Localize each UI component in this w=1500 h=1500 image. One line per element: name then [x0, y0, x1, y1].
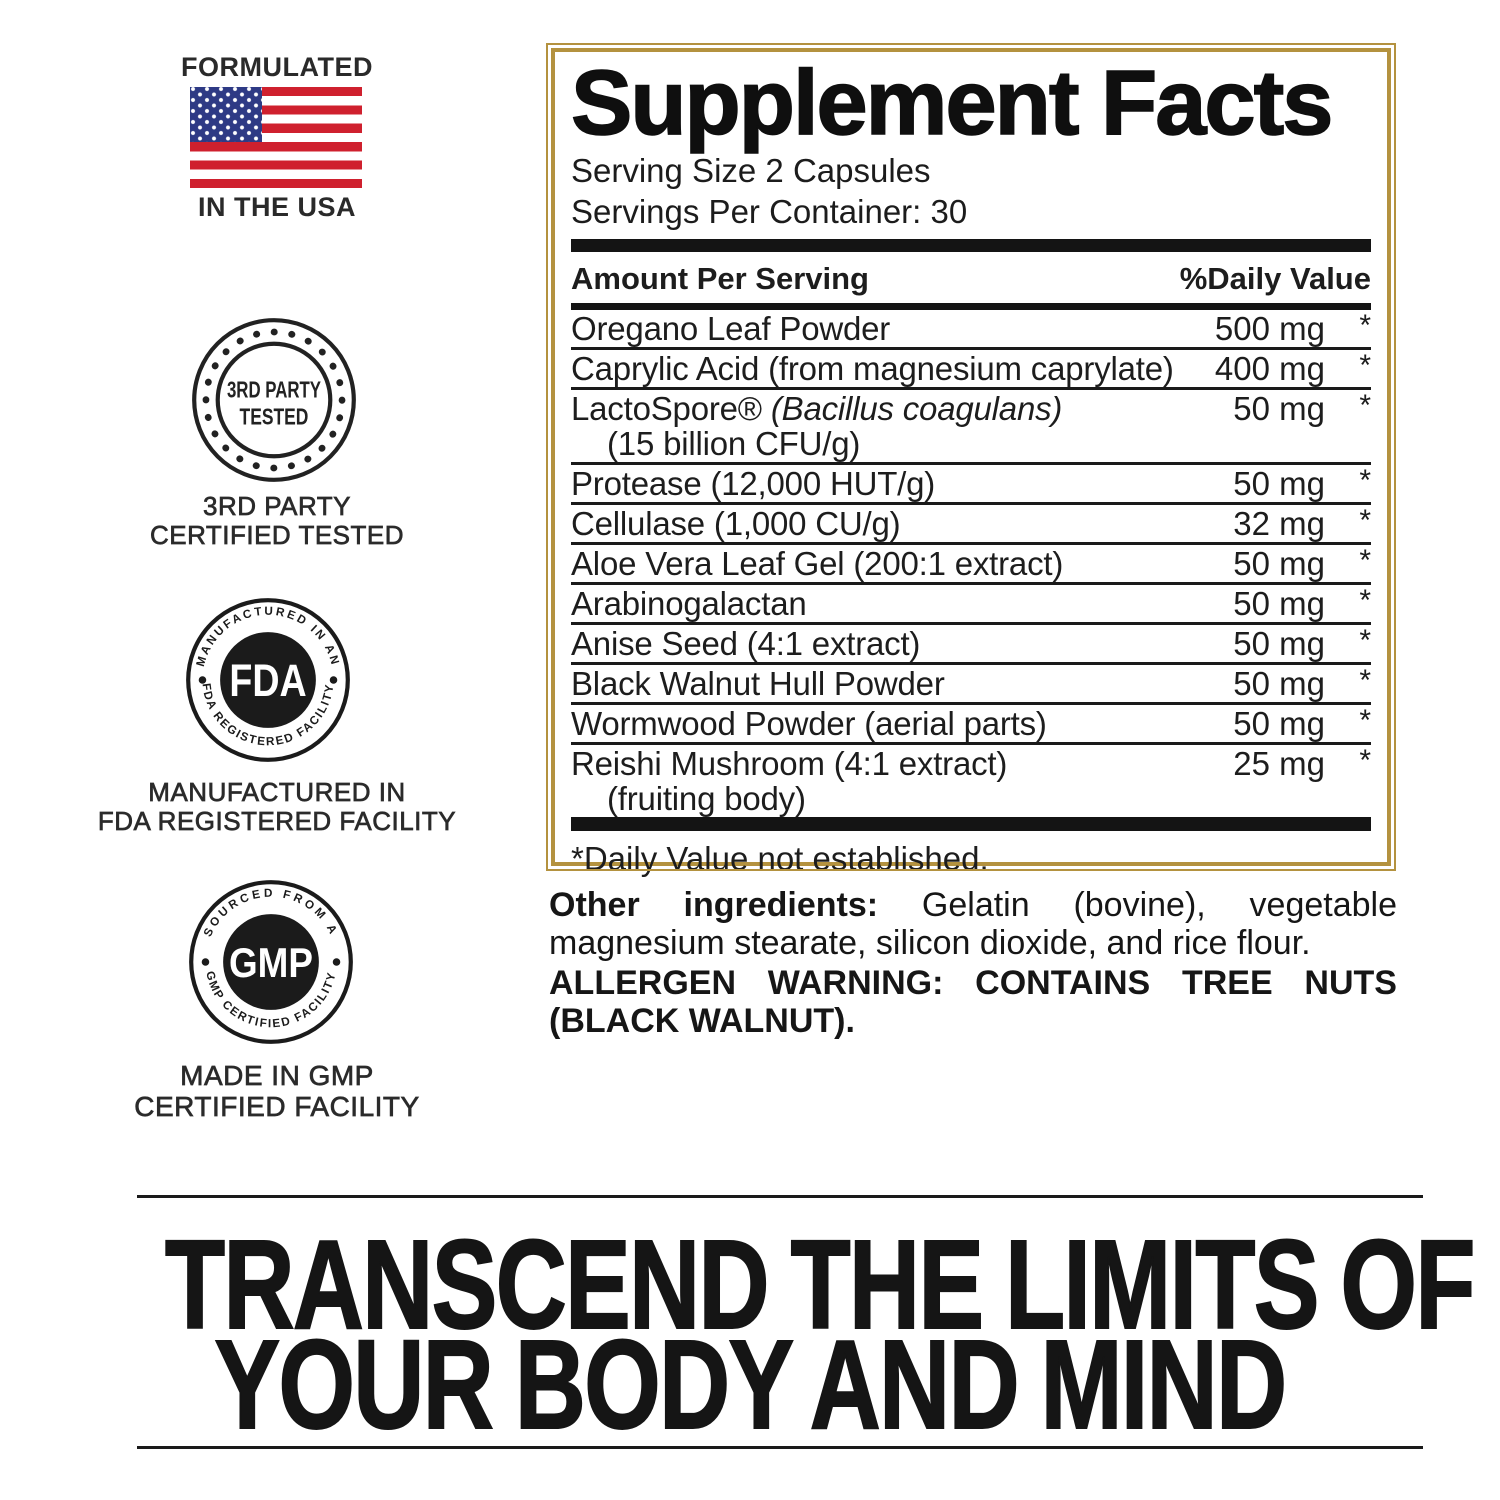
- ingredient-name-line2: (fruiting body): [607, 780, 806, 818]
- ingredient-daily-value: *: [1359, 504, 1371, 538]
- ingredient-row: Cellulase (1,000 CU/g) 32 mg *: [571, 502, 1371, 542]
- servings-per-container: Servings Per Container: 30: [571, 193, 968, 231]
- ingredient-row: Arabinogalactan 50 mg *: [571, 582, 1371, 622]
- ingredient-name-italic: (Bacillus coagulans): [761, 390, 1063, 428]
- panel-title: Supplement Facts: [570, 52, 1334, 154]
- ingredient-amount: 50 mg: [1233, 390, 1325, 428]
- fda-center-text: FDA: [229, 655, 306, 706]
- ingredient-daily-value: *: [1359, 389, 1371, 423]
- ingredient-row: Oregano Leaf Powder 500 mg *: [571, 309, 1371, 348]
- facts-header-row: Amount Per Serving %Daily Value: [571, 252, 1371, 303]
- ingredient-row: Black Walnut Hull Powder 50 mg *: [571, 662, 1371, 702]
- ingredient-amount: 50 mg: [1233, 625, 1325, 663]
- ingredient-amount: 500 mg: [1214, 310, 1325, 348]
- ingredient-daily-value: *: [1359, 544, 1371, 578]
- ingredient-amount: 50 mg: [1233, 585, 1325, 623]
- ingredient-name: LactoSpore® (Bacillus coagulans) (15 bill…: [571, 391, 1203, 461]
- ingredient-daily-value: *: [1359, 464, 1371, 498]
- ingredient-daily-value: *: [1359, 664, 1371, 698]
- seal-text-line1: 3RD PARTY: [227, 376, 321, 402]
- tagline-line2: YOUR BODY AND MIND: [214, 1314, 1288, 1455]
- ingredient-row: Caprylic Acid (from magnesium caprylate)…: [571, 347, 1371, 387]
- ingredient-name: Black Walnut Hull Powder: [571, 665, 945, 703]
- ingredient-amount: 32 mg: [1233, 505, 1325, 543]
- ingredient-row: Aloe Vera Leaf Gel (200:1 extract) 50 mg *: [571, 542, 1371, 582]
- ingredient-row: LactoSpore® (Bacillus coagulans) (15 bill…: [571, 387, 1371, 462]
- gmp-seal-icon: SOURCED FROM A GMP CERTIFIED FACILITY GM…: [187, 878, 355, 1046]
- ingredient-amount: 400 mg: [1214, 350, 1325, 388]
- flag-canton-stars: [190, 87, 263, 143]
- ingredient-name-line2: (15 billion CFU/g): [607, 425, 861, 463]
- ingredient-name: Protease (12,000 HUT/g): [571, 465, 936, 503]
- fda-seal-icon: MANUFACTURED IN AN FDA REGISTERED FACILI…: [184, 596, 352, 764]
- ingredient-name: Caprylic Acid (from magnesium caprylate): [571, 350, 1174, 388]
- ingredient-name: Aloe Vera Leaf Gel (200:1 extract): [571, 545, 1064, 583]
- ingredient-daily-value: *: [1359, 704, 1371, 738]
- formulated-label: FORMULATED: [181, 52, 373, 82]
- allergen-warning: ALLERGEN WARNING: CONTAINS TREE NUTS (BL…: [549, 964, 1397, 1041]
- ingredient-name: Anise Seed (4:1 extract): [571, 625, 921, 663]
- ingredient-row: Wormwood Powder (aerial parts) 50 mg *: [571, 702, 1371, 742]
- ingredient-name: Reishi Mushroom (4:1 extract) (fruiting b…: [571, 746, 1203, 816]
- ingredient-row: Reishi Mushroom (4:1 extract) (fruiting b…: [571, 742, 1371, 817]
- facts-rows: Oregano Leaf Powder 500 mg * Caprylic Acid …: [571, 309, 1371, 817]
- ingredient-amount: 50 mg: [1233, 705, 1325, 743]
- ingredient-daily-value: *: [1359, 584, 1371, 618]
- daily-value-footnote: *Daily Value not established.: [571, 840, 989, 878]
- fda-caption: MANUFACTURED IN FDA REGISTERED FACILITY: [97, 777, 457, 837]
- ingredient-amount: 25 mg: [1233, 745, 1325, 783]
- other-ingredients-text: Gelatin (bovine), vegetable magnesium st…: [549, 886, 1398, 963]
- other-ingredients-label: Other ingredients:: [549, 886, 879, 924]
- gmp-center-text: GMP: [229, 939, 313, 986]
- other-ingredients-paragraph: Other ingredients: Gelatin (bovine), veg…: [549, 886, 1397, 962]
- ingredient-name: Arabinogalactan: [571, 585, 807, 623]
- ingredient-name: Oregano Leaf Powder: [571, 310, 891, 348]
- tagline-line1: TRANSCEND THE LIMITS OF: [164, 1214, 1476, 1355]
- ingredient-amount: 50 mg: [1233, 465, 1325, 503]
- third-party-caption: 3RD PARTY CERTIFIED TESTED: [149, 491, 405, 551]
- ingredient-daily-value: *: [1359, 624, 1371, 658]
- supplement-facts-panel: Supplement Facts Serving Size 2 Capsules…: [546, 43, 1396, 877]
- ingredient-daily-value: *: [1359, 309, 1371, 343]
- third-party-tested-seal-icon: 3RD PARTY TESTED: [190, 316, 358, 484]
- usa-flag-icon: [190, 87, 362, 188]
- tagline-rule-top: [137, 1195, 1423, 1198]
- ingredient-amount: 50 mg: [1233, 665, 1325, 703]
- other-ingredients-block: Other ingredients: Gelatin (bovine), veg…: [549, 886, 1397, 1040]
- ingredient-amount: 50 mg: [1233, 545, 1325, 583]
- tagline-rule-bottom: [137, 1446, 1423, 1449]
- seal-text-line2: TESTED: [240, 403, 309, 429]
- daily-value-header: %Daily Value: [1179, 261, 1371, 297]
- gmp-caption: MADE IN GMP CERTIFIED FACILITY: [134, 1060, 420, 1123]
- ingredient-name: Wormwood Powder (aerial parts): [571, 705, 1047, 743]
- ingredient-name: Cellulase (1,000 CU/g): [571, 505, 901, 543]
- seal-dot-ring: [202, 328, 346, 472]
- serving-size: Serving Size 2 Capsules: [571, 152, 931, 190]
- in-the-usa-label: IN THE USA: [197, 192, 356, 222]
- ingredient-daily-value: *: [1359, 349, 1371, 383]
- divider-bar-thick: [571, 239, 1371, 253]
- divider-bar-medium: [571, 303, 1371, 311]
- amount-per-serving-header: Amount Per Serving: [571, 261, 869, 297]
- ingredient-daily-value: *: [1359, 744, 1371, 778]
- ingredient-row: Anise Seed (4:1 extract) 50 mg *: [571, 622, 1371, 662]
- ingredient-row: Protease (12,000 HUT/g) 50 mg *: [571, 462, 1371, 502]
- divider-bar-bottom: [571, 817, 1371, 832]
